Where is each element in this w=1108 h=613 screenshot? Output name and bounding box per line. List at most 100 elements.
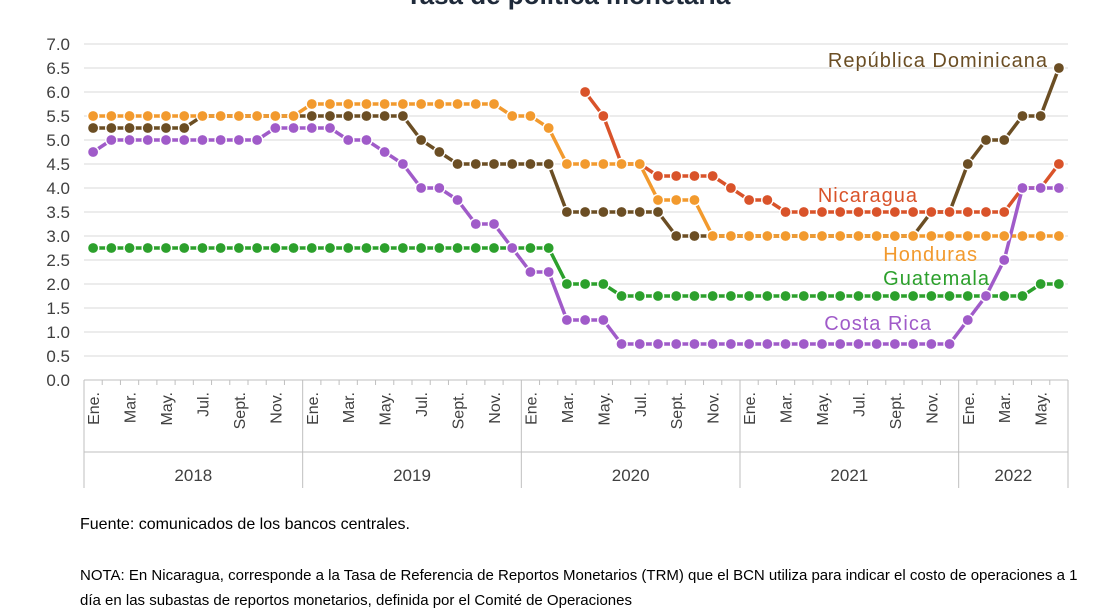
data-point-guatemala <box>524 241 537 255</box>
data-point-nicaragua <box>997 205 1011 219</box>
data-point-guatemala <box>870 289 883 303</box>
data-point-costa-rica <box>1016 181 1029 195</box>
data-point-republica-dominicana <box>997 133 1011 147</box>
series-label-guatemala: Guatemala <box>883 268 990 290</box>
data-point-guatemala <box>378 241 391 255</box>
data-point-costa-rica <box>378 145 391 159</box>
data-point-republica-dominicana <box>542 157 555 171</box>
data-point-republica-dominicana <box>105 121 118 135</box>
x-tick-label: Jul. <box>633 392 650 417</box>
data-point-honduras <box>378 97 391 111</box>
data-point-honduras <box>961 229 975 243</box>
data-point-republica-dominicana <box>451 157 464 171</box>
data-point-guatemala <box>269 241 282 255</box>
data-point-nicaragua <box>578 85 592 99</box>
data-point-honduras <box>888 229 902 243</box>
data-point-honduras <box>360 97 373 111</box>
y-axis-ticks: 0.0 0.5 1.0 1.5 2.0 2.5 3.0 3.5 4.0 4.5 5.0 5.5 6.0 6… <box>46 35 70 390</box>
data-point-republica-dominicana <box>979 133 993 147</box>
data-point-guatemala <box>396 241 410 255</box>
data-point-honduras <box>269 109 282 123</box>
data-point-guatemala <box>250 241 264 255</box>
data-point-republica-dominicana <box>615 205 628 219</box>
data-point-guatemala <box>105 241 118 255</box>
data-point-nicaragua <box>797 205 811 219</box>
data-point-honduras <box>597 157 610 171</box>
year-label: 2020 <box>612 466 650 485</box>
x-tick-label: May. <box>1034 392 1051 425</box>
year-label: 2021 <box>830 466 868 485</box>
y-tick-label: 0.5 <box>46 347 70 366</box>
series-labels: República Dominicana Nicaragua HondurasGua… <box>818 50 1047 335</box>
data-point-costa-rica <box>615 337 628 351</box>
data-point-honduras <box>341 97 355 111</box>
x-tick-label: Nov. <box>706 392 723 424</box>
data-point-costa-rica <box>815 337 829 351</box>
data-point-guatemala <box>742 289 756 303</box>
data-point-honduras <box>815 229 829 243</box>
data-point-honduras <box>688 193 701 207</box>
data-point-republica-dominicana <box>578 205 592 219</box>
data-point-guatemala <box>469 241 483 255</box>
data-point-guatemala <box>1034 277 1047 291</box>
series-label-nicaragua: Nicaragua <box>818 185 918 207</box>
data-point-republica-dominicana <box>177 121 191 135</box>
x-tick-label: May. <box>159 392 176 425</box>
data-point-guatemala <box>451 241 464 255</box>
data-point-nicaragua <box>870 205 883 219</box>
data-point-costa-rica <box>833 337 847 351</box>
data-point-guatemala <box>888 289 902 303</box>
data-point-honduras <box>159 109 173 123</box>
data-point-guatemala <box>943 289 956 303</box>
data-point-costa-rica <box>797 337 811 351</box>
y-tick-label: 4.5 <box>46 155 70 174</box>
x-tick-label: May. <box>815 392 832 425</box>
data-point-honduras <box>797 229 811 243</box>
data-point-guatemala <box>724 289 738 303</box>
data-point-guatemala <box>906 289 920 303</box>
data-point-republica-dominicana <box>1052 61 1066 75</box>
data-point-costa-rica <box>1034 181 1047 195</box>
data-point-costa-rica <box>433 181 446 195</box>
data-point-guatemala <box>560 277 574 291</box>
series-label-honduras: Honduras <box>883 244 978 266</box>
data-point-costa-rica <box>469 217 483 231</box>
data-point-honduras <box>1016 229 1029 243</box>
data-point-guatemala <box>287 241 300 255</box>
data-point-costa-rica <box>943 337 956 351</box>
data-point-costa-rica <box>341 133 355 147</box>
data-point-guatemala <box>487 241 501 255</box>
data-point-guatemala <box>833 289 847 303</box>
data-point-costa-rica <box>742 337 756 351</box>
data-point-republica-dominicana <box>961 157 975 171</box>
data-point-republica-dominicana <box>633 205 647 219</box>
x-tick-label: Ene. <box>523 392 540 425</box>
data-point-guatemala <box>633 289 647 303</box>
data-point-honduras <box>870 229 883 243</box>
data-point-honduras <box>633 157 647 171</box>
data-point-honduras <box>925 229 938 243</box>
data-point-guatemala <box>651 289 665 303</box>
data-point-honduras <box>414 97 428 111</box>
data-point-guatemala <box>323 241 337 255</box>
y-tick-label: 2.5 <box>46 251 70 270</box>
data-point-honduras <box>196 109 209 123</box>
data-point-republica-dominicana <box>597 205 610 219</box>
data-point-republica-dominicana <box>469 157 483 171</box>
data-point-guatemala <box>542 241 555 255</box>
y-tick-label: 3.5 <box>46 203 70 222</box>
data-point-honduras <box>487 97 501 111</box>
data-point-guatemala <box>433 241 446 255</box>
data-point-costa-rica <box>688 337 701 351</box>
data-point-honduras <box>742 229 756 243</box>
data-point-honduras <box>433 97 446 111</box>
data-point-republica-dominicana <box>505 157 519 171</box>
data-point-guatemala <box>159 241 173 255</box>
data-point-guatemala <box>797 289 811 303</box>
data-point-honduras <box>524 109 537 123</box>
data-point-guatemala <box>578 277 592 291</box>
y-tick-label: 1.5 <box>46 299 70 318</box>
data-point-guatemala <box>232 241 246 255</box>
x-tick-label: Mar. <box>560 392 577 423</box>
data-point-republica-dominicana <box>396 109 410 123</box>
